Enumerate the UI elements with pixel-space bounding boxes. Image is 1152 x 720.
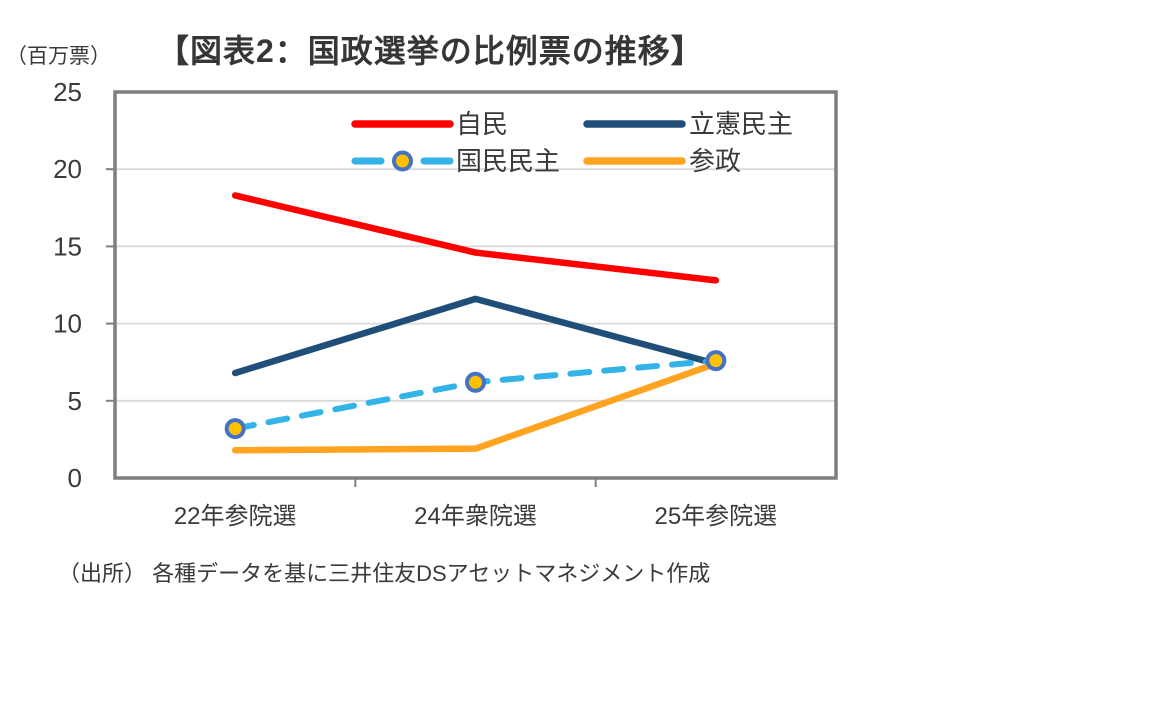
chart-title: 【図表2：国政選挙の比例票の推移】 [157,33,704,69]
marker-kokumin-minshu-0 [224,418,246,440]
legend-item-jimin: 自民 [351,109,508,139]
series-line-rikken-minshu [231,295,720,377]
series-line-jimin [231,192,720,284]
legend-label-kokumin-minshu: 国民民主 [456,146,560,176]
legend-item-kokumin-minshu: 国民民主 [351,146,560,176]
y-tick-label-25: 25 [53,77,82,107]
legend-label-rikken-minshu: 立憲民主 [689,109,793,139]
y-tick-label-10: 10 [53,309,82,339]
plot-area-border [113,90,838,480]
marker-kokumin-minshu-1 [465,371,486,393]
y-tick-label-0: 0 [68,463,82,493]
y-tick-label-5: 5 [68,386,82,416]
legend-item-sanseito: 参政 [583,146,741,176]
series-line-sanseito [231,360,720,454]
x-axis-label-2: 25年参院選 [654,503,777,530]
x-axis-label-1: 24年衆院選 [414,503,537,530]
y-tick-label-20: 20 [53,154,82,184]
source-note: （出所） 各種データを基に三井住友DSアセットマネジメント作成 [58,561,711,586]
y-axis-unit-label: （百万票） [6,45,111,68]
marker-kokumin-minshu-2 [705,350,727,372]
legend-marker-kokumin-minshu [392,150,413,172]
legend-label-sanseito: 参政 [689,146,741,176]
x-axis-label-0: 22年参院選 [174,503,297,530]
series-line-kokumin-minshu [232,357,719,432]
legend-label-jimin: 自民 [456,109,508,139]
legend-item-rikken-minshu: 立憲民主 [583,109,793,139]
y-tick-label-15: 15 [53,231,82,261]
